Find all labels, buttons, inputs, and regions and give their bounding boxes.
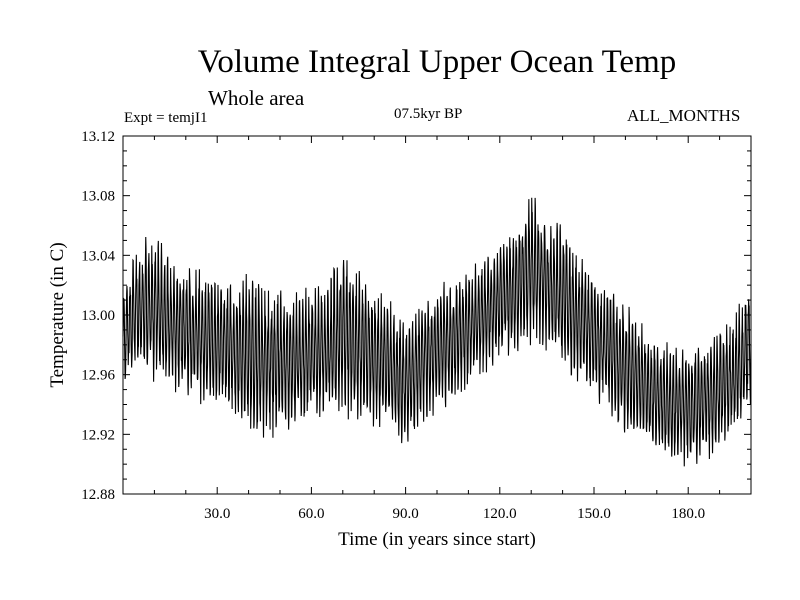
x-tick-label: 150.0 [577,506,611,522]
x-axis-label: Time (in years since start) [338,529,536,550]
x-tick-label: 60.0 [298,506,324,522]
y-tick-label: 12.96 [81,368,115,384]
x-tick-label: 120.0 [483,506,517,522]
y-tick-label: 13.00 [81,308,115,324]
y-axis-label: Temperature (in C) [47,242,68,387]
chart-title: Volume Integral Upper Ocean Temp [197,44,677,80]
experiment-label: Expt = temjI1 [124,110,208,126]
x-tick-label: 30.0 [204,506,230,522]
y-axis: 12.88 12.92 12.96 13.00 13.04 13.08 13.12 [81,129,751,503]
x-axis: 30.0 60.0 90.0 120.0 150.0 180.0 [153,136,721,522]
y-tick-label: 12.92 [81,427,115,443]
y-tick-label: 13.04 [81,248,115,264]
x-tick-label: 90.0 [392,506,418,522]
plot-area [122,197,752,467]
y-tick-label: 13.08 [81,189,115,205]
period-label: 07.5kyr BP [394,106,463,122]
months-label: ALL_MONTHS [627,106,741,125]
chart-subtitle: Whole area [208,86,305,110]
series-line-temperature [122,197,752,467]
y-tick-label: 13.12 [81,129,115,145]
x-tick-label: 180.0 [671,506,705,522]
y-tick-label: 12.88 [81,487,115,503]
